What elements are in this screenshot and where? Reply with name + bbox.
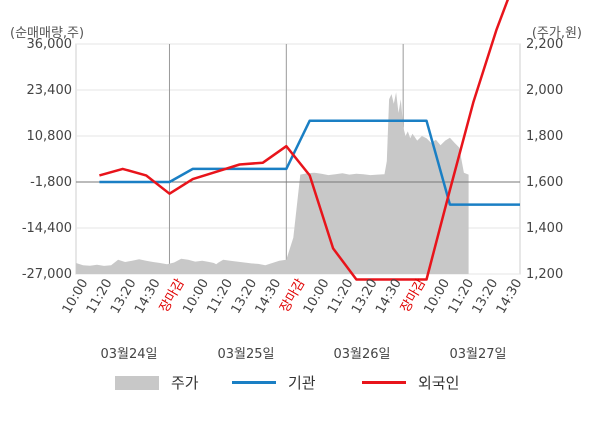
left-axis-unit-label: (순매매량,주) bbox=[10, 26, 85, 41]
right-tick-label: 2,000 bbox=[526, 83, 563, 98]
day-label: 03월26일 bbox=[333, 347, 390, 362]
legend-swatch-institution bbox=[232, 381, 276, 384]
left-axis-ticks: 36,000 23,400 10,800 -1,800 -14,400 -27,000 bbox=[22, 37, 72, 282]
left-tick-label: 23,400 bbox=[27, 83, 73, 98]
legend-label-foreigner: 외국인 bbox=[418, 374, 460, 392]
left-tick-label: -1,800 bbox=[30, 175, 72, 190]
x-axis-ticks: 10:0011:2013:2014:30장마감10:0011:2013:2014… bbox=[60, 276, 526, 316]
right-tick-label: 1,800 bbox=[526, 129, 563, 144]
series-line-layer bbox=[99, 0, 520, 281]
legend: 주가 기관 외국인 bbox=[0, 372, 600, 398]
left-tick-label: -14,400 bbox=[22, 221, 72, 236]
left-tick-label: -27,000 bbox=[22, 267, 72, 282]
legend-item-institution: 기관 bbox=[232, 372, 316, 393]
legend-label-price: 주가 bbox=[171, 374, 199, 392]
right-axis-unit-label: (주가,원) bbox=[531, 26, 582, 41]
right-tick-label: 1,600 bbox=[526, 175, 563, 190]
right-tick-label: 2,200 bbox=[526, 37, 563, 52]
day-label: 03월24일 bbox=[100, 347, 157, 362]
day-labels: 03월24일 03월25일 03월26일 03월27일 bbox=[100, 347, 506, 362]
legend-label-institution: 기관 bbox=[288, 374, 316, 392]
institution-line bbox=[99, 119, 520, 206]
right-tick-label: 1,200 bbox=[526, 267, 563, 282]
legend-swatch-price bbox=[115, 375, 159, 390]
left-tick-label: 36,000 bbox=[27, 37, 73, 52]
legend-item-foreigner: 외국인 bbox=[362, 372, 459, 393]
price-area-layer bbox=[76, 92, 469, 274]
legend-swatch-foreigner bbox=[362, 381, 406, 384]
day-label: 03월25일 bbox=[217, 347, 274, 362]
price-area bbox=[76, 92, 469, 274]
right-axis-ticks: 2,200 2,000 1,800 1,600 1,400 1,200 bbox=[526, 37, 563, 282]
right-tick-label: 1,400 bbox=[526, 221, 563, 236]
chart-canvas: 36,000 23,400 10,800 -1,800 -14,400 -27,000 2… bbox=[22, 0, 563, 362]
legend-item-price: 주가 bbox=[115, 372, 199, 393]
left-tick-label: 10,800 bbox=[27, 129, 73, 144]
day-label: 03월27일 bbox=[449, 347, 506, 362]
foreigner-line bbox=[99, 0, 510, 281]
